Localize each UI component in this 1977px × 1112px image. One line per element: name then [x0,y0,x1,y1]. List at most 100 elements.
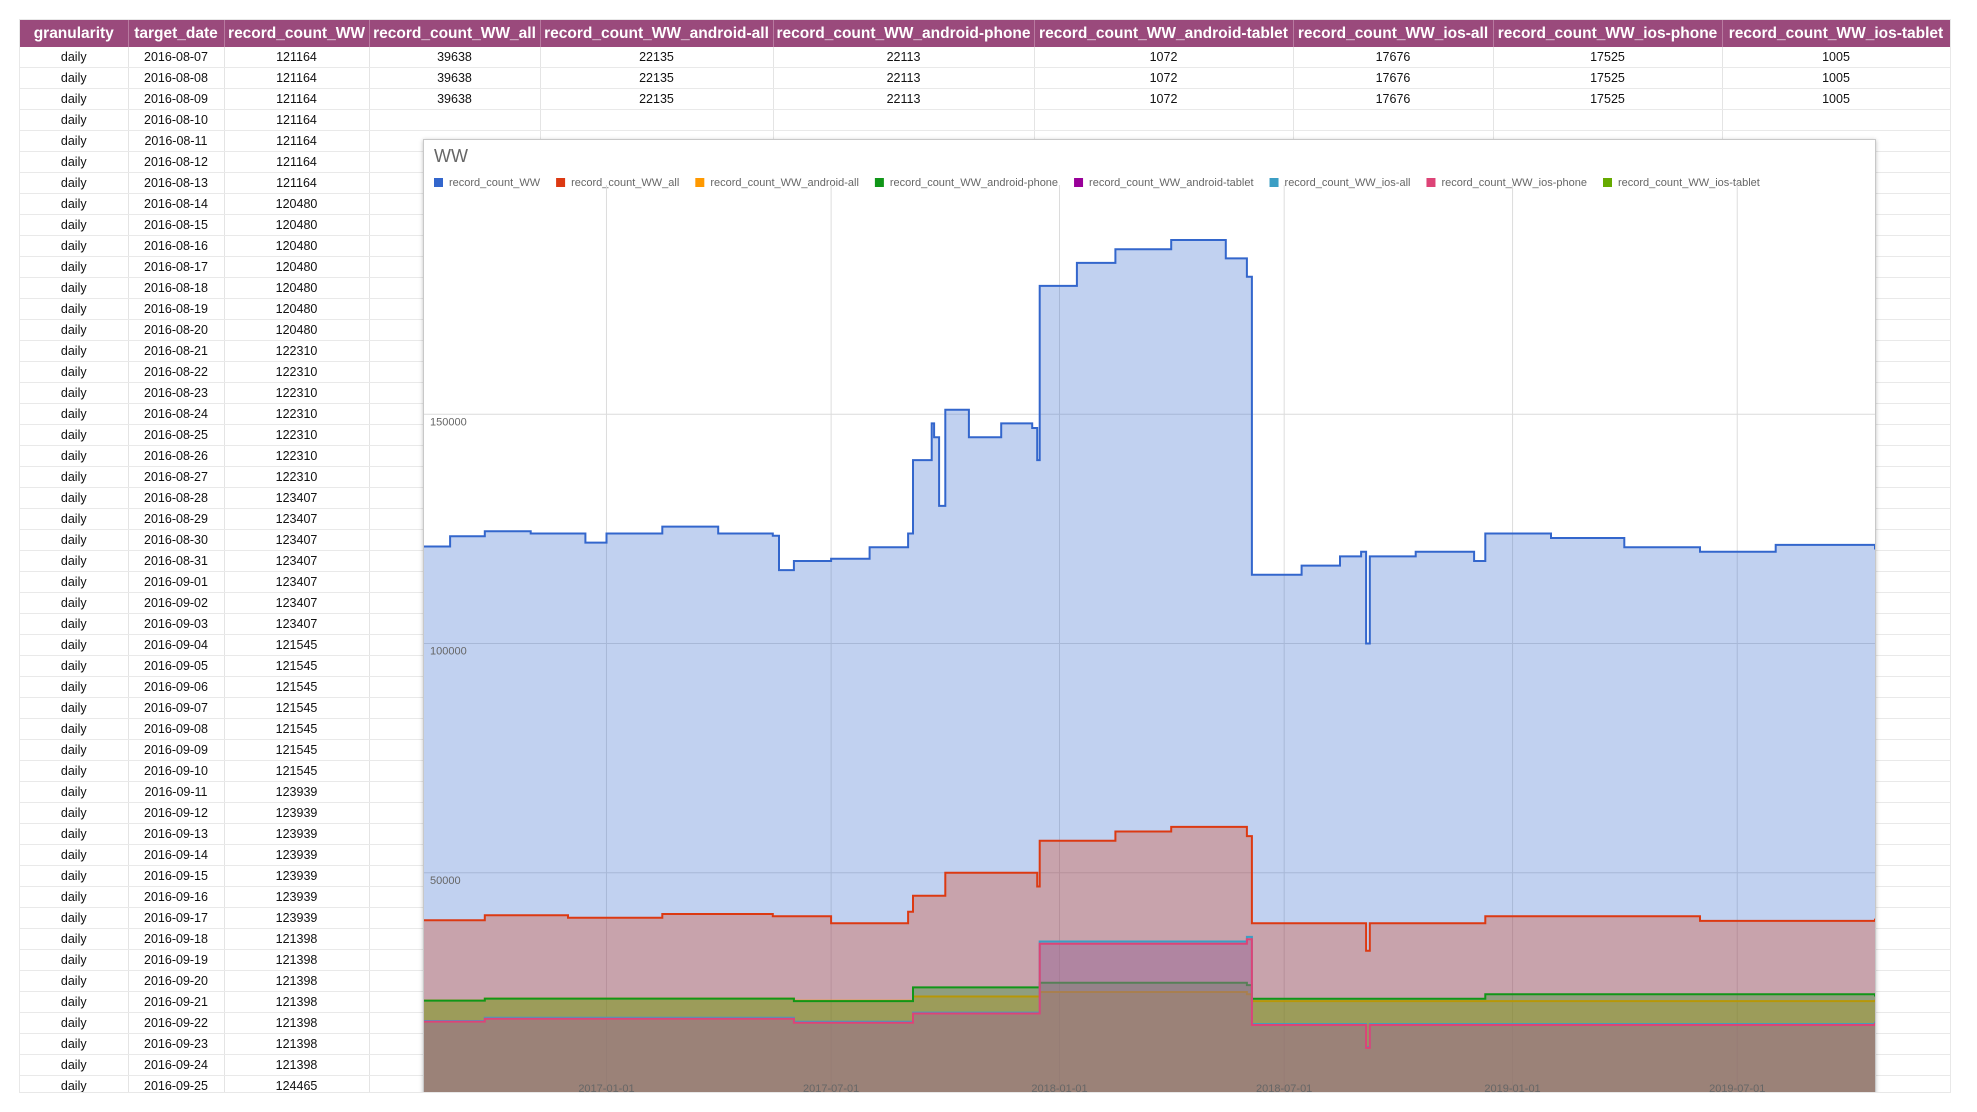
table-cell[interactable]: 122310 [224,403,370,425]
table-cell[interactable]: 2016-08-14 [128,193,225,215]
table-cell[interactable]: daily [20,949,129,971]
table-cell[interactable]: 2016-08-27 [128,466,225,488]
table-cell[interactable]: 121398 [224,991,370,1013]
table-cell[interactable]: 2016-09-07 [128,697,225,719]
table-cell[interactable]: 22113 [773,88,1035,110]
table-cell[interactable]: 121164 [224,67,370,89]
series-line-record-count-ww-all[interactable] [424,825,1875,952]
table-cell[interactable]: daily [20,445,129,467]
table-cell[interactable]: 2016-09-11 [128,781,225,803]
legend-item[interactable]: record_count_WW_ios-phone [1441,177,1587,189]
table-cell[interactable]: daily [20,508,129,530]
table-cell[interactable]: daily [20,676,129,698]
table-cell[interactable]: daily [20,550,129,572]
table-cell[interactable]: 17676 [1293,88,1494,110]
table-cell[interactable]: 122310 [224,445,370,467]
table-cell[interactable]: 1072 [1034,47,1294,68]
table-cell[interactable]: daily [20,760,129,782]
table-cell[interactable]: daily [20,88,129,110]
table-cell[interactable]: 2016-08-12 [128,151,225,173]
table-cell[interactable]: 121398 [224,1033,370,1055]
table-cell[interactable]: 123407 [224,529,370,551]
table-cell[interactable]: daily [20,151,129,173]
table-cell[interactable]: 124465 [224,1075,370,1092]
table-cell[interactable]: daily [20,823,129,845]
table-cell[interactable]: 120480 [224,235,370,257]
table-cell[interactable]: 121164 [224,172,370,194]
column-header-record-count-ww-ios-all[interactable]: record_count_WW_ios-all [1293,20,1494,47]
legend-item[interactable]: record_count_WW [449,177,541,189]
table-cell[interactable]: 2016-09-18 [128,928,225,950]
legend-item[interactable]: record_count_WW_all [571,177,679,189]
table-cell[interactable]: daily [20,193,129,215]
table-cell[interactable] [1293,109,1494,131]
table-cell[interactable]: 2016-08-08 [128,67,225,89]
table-cell[interactable]: 121398 [224,970,370,992]
table-cell[interactable]: 122310 [224,340,370,362]
table-cell[interactable]: daily [20,424,129,446]
table-cell[interactable]: daily [20,571,129,593]
table-cell[interactable]: daily [20,592,129,614]
table-cell[interactable]: 2016-09-05 [128,655,225,677]
table-cell[interactable]: 2016-09-21 [128,991,225,1013]
table-cell[interactable]: 2016-09-15 [128,865,225,887]
table-cell[interactable]: 17676 [1293,47,1494,68]
table-cell[interactable]: daily [20,235,129,257]
table-cell[interactable]: 120480 [224,277,370,299]
table-cell[interactable]: 2016-08-28 [128,487,225,509]
table-cell[interactable]: 2016-08-17 [128,256,225,278]
table-cell[interactable]: 122310 [224,382,370,404]
column-header-record-count-ww-ios-phone[interactable]: record_count_WW_ios-phone [1493,20,1723,47]
table-cell[interactable]: 17525 [1493,47,1723,68]
table-cell[interactable]: 2016-09-24 [128,1054,225,1076]
table-cell[interactable]: 2016-08-19 [128,298,225,320]
table-cell[interactable]: 123939 [224,844,370,866]
table-cell[interactable]: 123407 [224,592,370,614]
table-cell[interactable]: 2016-09-22 [128,1012,225,1034]
table-cell[interactable]: 39638 [369,47,541,68]
column-header-granularity[interactable]: granularity [20,20,129,47]
table-cell[interactable]: 123939 [224,865,370,887]
table-cell[interactable]: 121398 [224,1012,370,1034]
table-cell[interactable]: 123939 [224,802,370,824]
table-cell[interactable]: daily [20,361,129,383]
table-cell[interactable]: 121545 [224,634,370,656]
table-cell[interactable]: 39638 [369,88,541,110]
table-cell[interactable]: 123407 [224,571,370,593]
table-cell[interactable]: 22135 [540,47,774,68]
table-cell[interactable]: 121398 [224,949,370,971]
table-cell[interactable]: 121545 [224,739,370,761]
legend-item[interactable]: record_count_WW_android-phone [890,177,1058,189]
table-cell[interactable]: 121398 [224,928,370,950]
table-cell[interactable]: daily [20,256,129,278]
table-cell[interactable] [369,109,541,131]
table-cell[interactable]: 2016-09-08 [128,718,225,740]
table-cell[interactable]: 2016-09-12 [128,802,225,824]
table-cell[interactable]: 2016-09-20 [128,970,225,992]
table-cell[interactable]: 17676 [1293,67,1494,89]
table-cell[interactable]: 2016-09-14 [128,844,225,866]
table-cell[interactable]: 121545 [224,760,370,782]
table-cell[interactable]: 123407 [224,487,370,509]
table-cell[interactable]: 121398 [224,1054,370,1076]
table-cell[interactable]: 121164 [224,109,370,131]
table-cell[interactable]: 123939 [224,907,370,929]
legend-item[interactable]: record_count_WW_android-all [710,177,859,189]
table-cell[interactable]: 123939 [224,781,370,803]
table-cell[interactable]: 2016-08-15 [128,214,225,236]
column-header-record-count-ww-ios-tablet[interactable]: record_count_WW_ios-tablet [1722,20,1950,47]
table-cell[interactable]: 121545 [224,718,370,740]
table-cell[interactable]: daily [20,1033,129,1055]
table-cell[interactable]: daily [20,1054,129,1076]
table-cell[interactable]: daily [20,67,129,89]
legend-item[interactable]: record_count_WW_ios-tablet [1618,177,1760,189]
table-cell[interactable]: 123407 [224,613,370,635]
table-cell[interactable]: 2016-08-21 [128,340,225,362]
table-cell[interactable]: 121164 [224,151,370,173]
table-cell[interactable]: 17525 [1493,67,1723,89]
table-cell[interactable]: 123407 [224,550,370,572]
table-cell[interactable]: daily [20,529,129,551]
column-header-record-count-ww[interactable]: record_count_WW [224,20,370,47]
table-cell[interactable]: daily [20,655,129,677]
table-cell[interactable]: 39638 [369,67,541,89]
